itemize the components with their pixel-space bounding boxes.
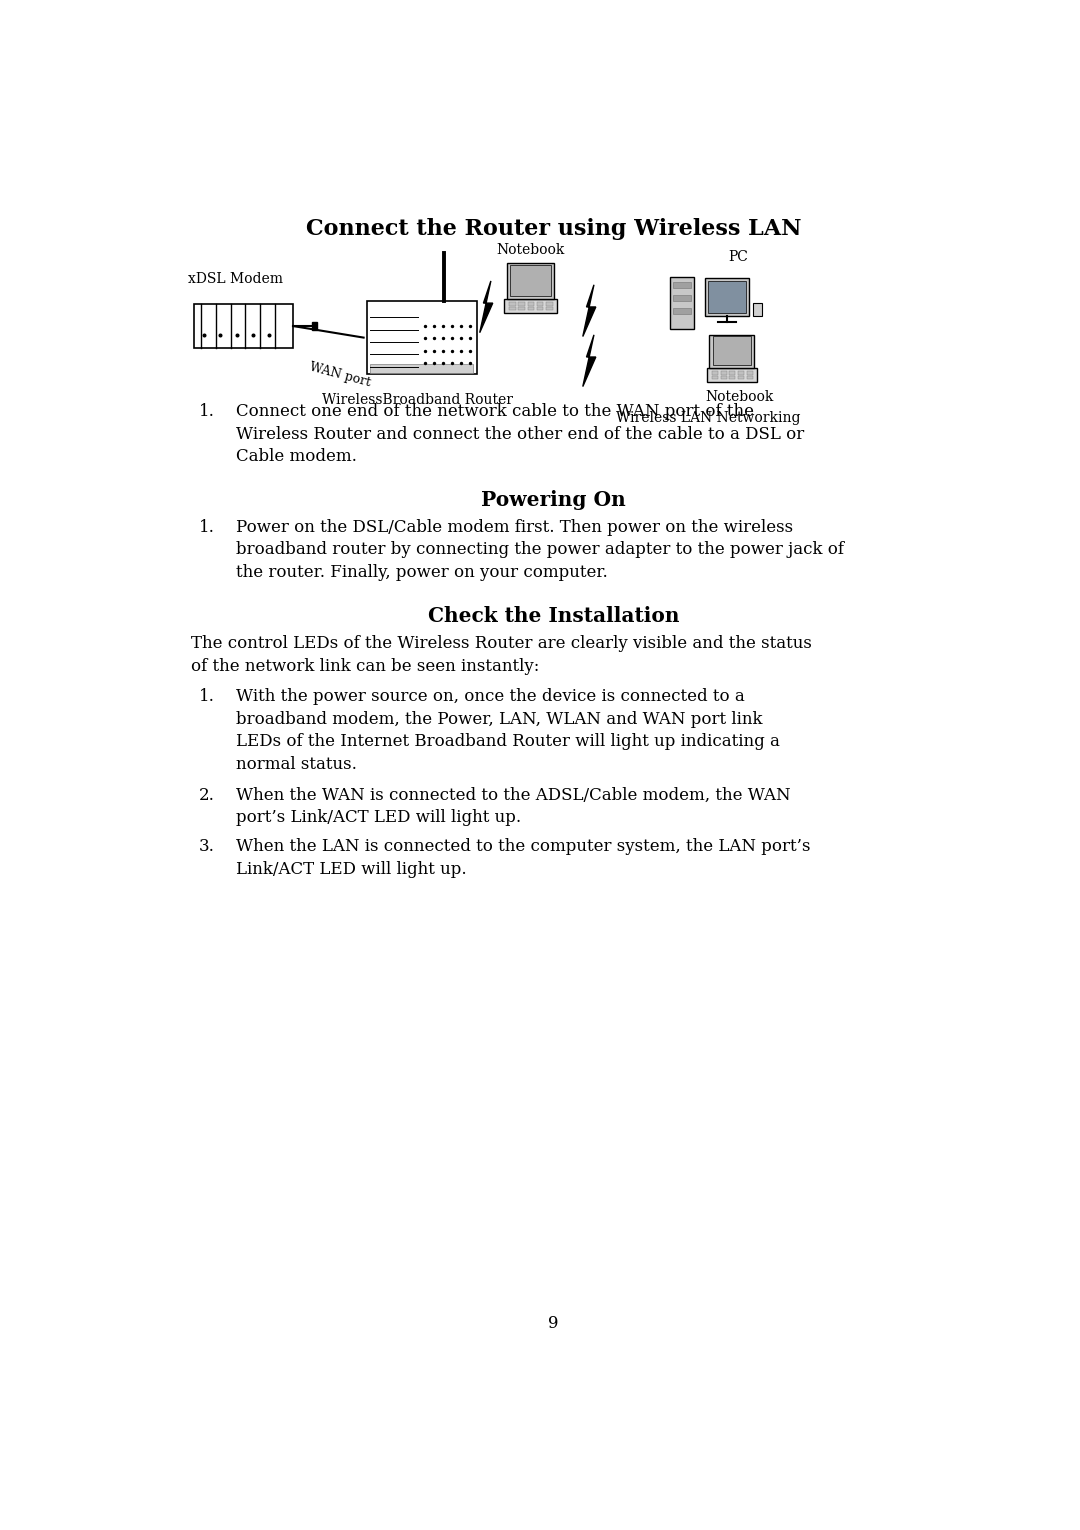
Bar [312, 321, 318, 330]
Bar [720, 372, 727, 375]
Bar [518, 303, 525, 306]
Text: of the network link can be seen instantly:: of the network link can be seen instantl… [191, 658, 539, 675]
Bar [509, 303, 516, 306]
Polygon shape [583, 335, 596, 387]
Bar [509, 308, 516, 311]
Bar [671, 277, 693, 329]
Bar [738, 372, 744, 375]
Text: broadband modem, the Power, LAN, WLAN and WAN port link: broadband modem, the Power, LAN, WLAN an… [235, 710, 762, 728]
Bar [729, 376, 735, 379]
Bar [537, 308, 543, 311]
Polygon shape [583, 285, 596, 337]
Bar [546, 308, 553, 311]
Text: With the power source on, once the device is connected to a: With the power source on, once the devic… [235, 688, 744, 705]
Text: 3.: 3. [199, 838, 215, 855]
Bar [707, 369, 757, 382]
Text: broadband router by connecting the power adapter to the power jack of: broadband router by connecting the power… [235, 542, 843, 558]
Text: Notebook: Notebook [705, 390, 773, 404]
Text: Power on the DSL/Cable modem first. Then power on the wireless: Power on the DSL/Cable modem first. Then… [235, 519, 793, 536]
Bar [713, 337, 751, 366]
Text: 1.: 1. [199, 402, 215, 421]
Bar [720, 376, 727, 379]
Bar [712, 376, 718, 379]
Text: When the LAN is connected to the computer system, the LAN port’s: When the LAN is connected to the compute… [235, 838, 810, 855]
Text: Wireless LAN Networking: Wireless LAN Networking [617, 410, 800, 425]
Bar [710, 335, 754, 369]
Text: 2.: 2. [199, 786, 215, 803]
Bar [528, 303, 535, 306]
Bar [537, 303, 543, 306]
Text: Notebook: Notebook [496, 243, 565, 257]
Bar [705, 278, 750, 317]
Text: 1.: 1. [199, 519, 215, 536]
Bar [193, 304, 293, 347]
Bar [707, 282, 746, 314]
Bar [507, 263, 554, 298]
Text: Wireless Router and connect the other end of the cable to a DSL or: Wireless Router and connect the other en… [235, 425, 804, 442]
Text: 1.: 1. [199, 688, 215, 705]
Text: LEDs of the Internet Broadband Router will light up indicating a: LEDs of the Internet Broadband Router wi… [235, 733, 780, 750]
Bar [546, 303, 553, 306]
Bar [746, 376, 753, 379]
Text: xDSL Modem: xDSL Modem [188, 272, 283, 286]
Text: port’s Link/ACT LED will light up.: port’s Link/ACT LED will light up. [235, 809, 521, 826]
Text: Cable modem.: Cable modem. [235, 448, 356, 465]
Bar [746, 372, 753, 375]
Text: Connect the Router using Wireless LAN: Connect the Router using Wireless LAN [306, 219, 801, 240]
Text: PC: PC [728, 251, 747, 265]
Polygon shape [480, 282, 492, 332]
Bar [366, 301, 477, 375]
Bar [528, 308, 535, 311]
Text: Link/ACT LED will light up.: Link/ACT LED will light up. [235, 861, 467, 878]
Bar [518, 308, 525, 311]
Text: 9: 9 [549, 1314, 558, 1331]
Bar [673, 295, 691, 301]
Text: WirelessBroadband Router: WirelessBroadband Router [322, 393, 513, 407]
Text: normal status.: normal status. [235, 756, 356, 773]
Text: When the WAN is connected to the ADSL/Cable modem, the WAN: When the WAN is connected to the ADSL/Ca… [235, 786, 791, 803]
Text: the router. Finally, power on your computer.: the router. Finally, power on your compu… [235, 565, 607, 581]
Bar [510, 265, 551, 295]
Text: Check the Installation: Check the Installation [428, 606, 679, 626]
Bar [712, 372, 718, 375]
Bar [754, 303, 762, 317]
Text: The control LEDs of the Wireless Router are clearly visible and the status: The control LEDs of the Wireless Router … [191, 635, 812, 652]
Bar [673, 282, 691, 288]
Bar [729, 372, 735, 375]
Bar [504, 298, 556, 314]
Text: Powering On: Powering On [481, 490, 626, 509]
Bar [738, 376, 744, 379]
Bar [370, 364, 473, 373]
Text: Connect one end of the network cable to the WAN port of the: Connect one end of the network cable to … [235, 402, 754, 421]
Text: WAN port: WAN port [308, 361, 373, 390]
Bar [673, 308, 691, 314]
